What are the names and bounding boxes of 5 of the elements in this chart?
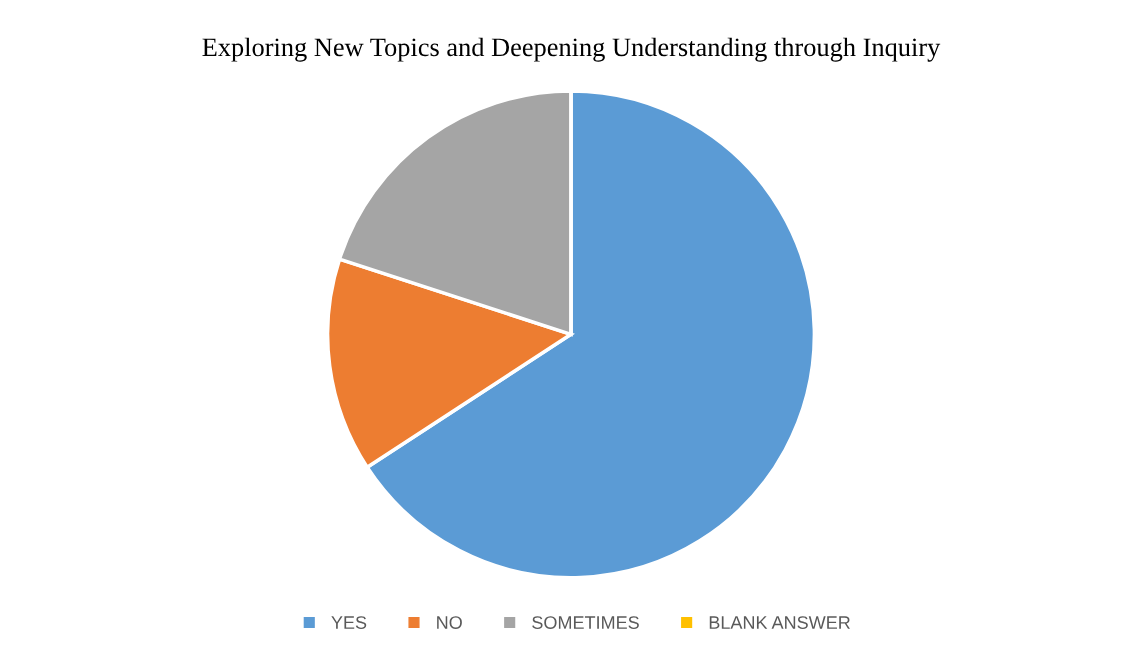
legend-label: BLANK ANSWER bbox=[709, 616, 850, 629]
chart-title: Exploring New Topics and Deepening Understanding through Inquiry bbox=[202, 37, 941, 62]
legend-label: YES bbox=[331, 616, 367, 629]
legend-label: SOMETIMES bbox=[532, 616, 639, 629]
legend-label: NO bbox=[437, 616, 462, 629]
